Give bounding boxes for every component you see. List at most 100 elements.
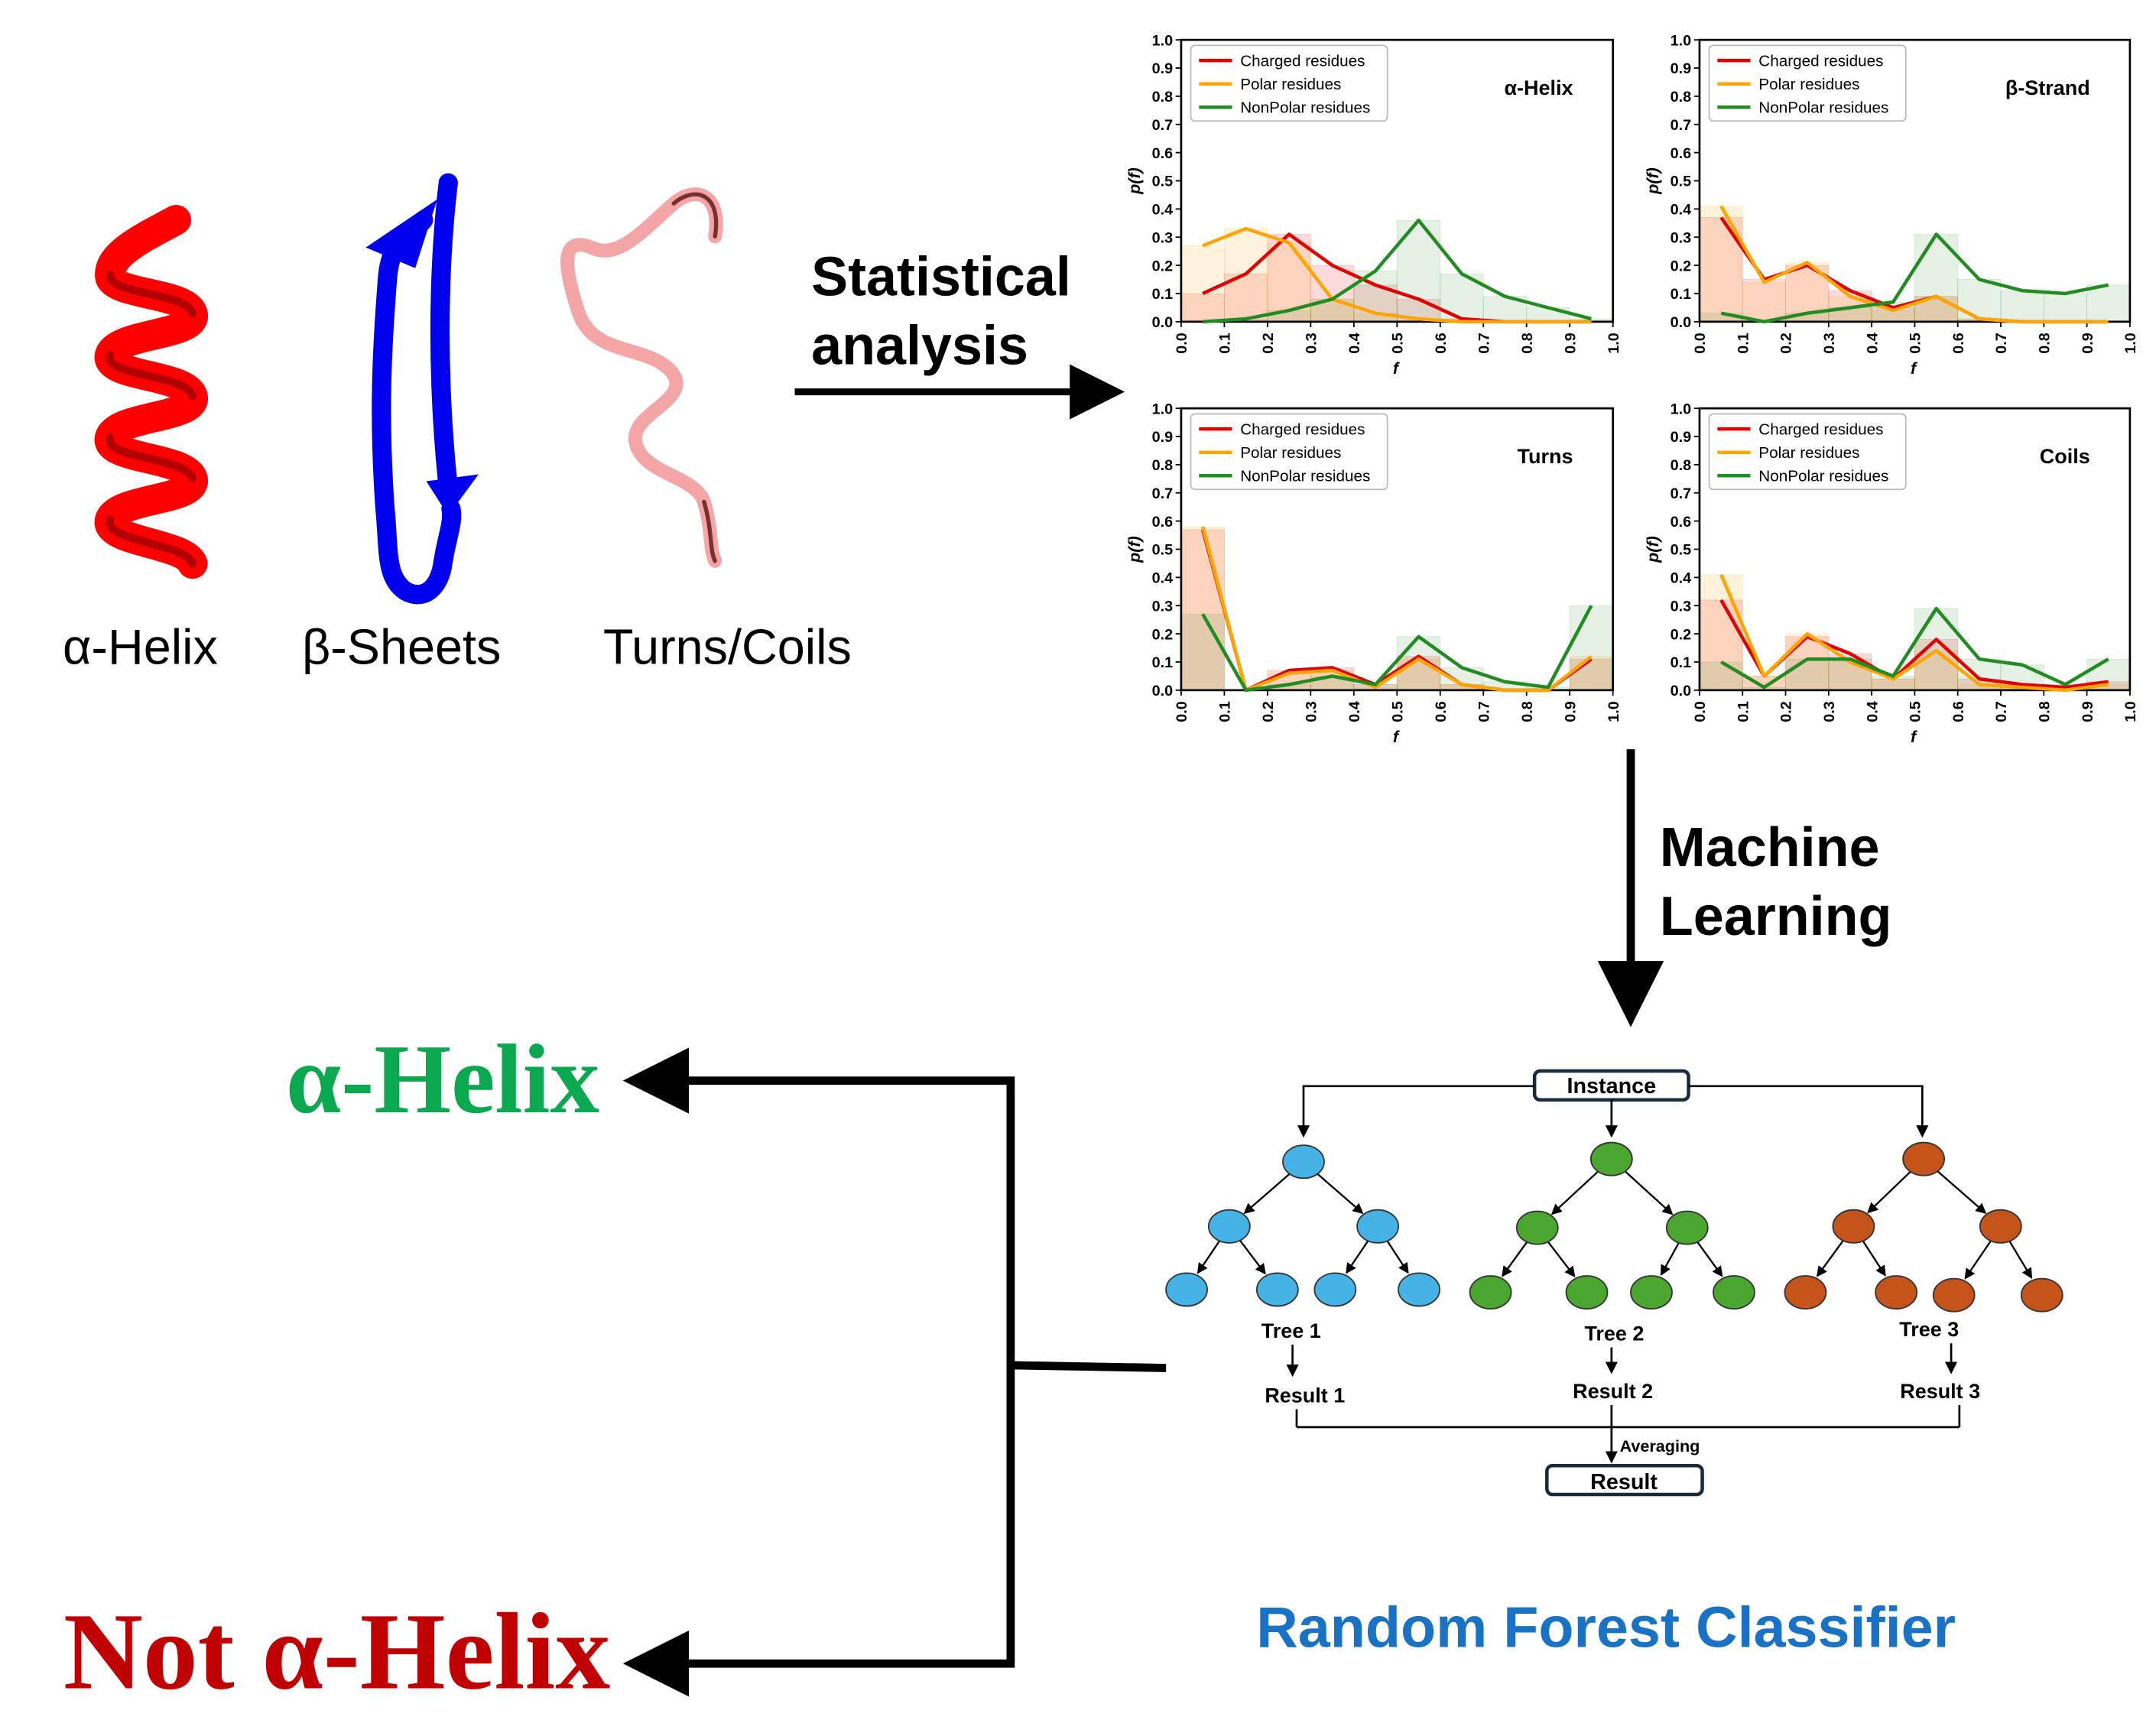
series-line xyxy=(1719,573,2109,693)
x-tick-label: 0.9 xyxy=(1562,701,1579,722)
x-tick-label: 0.2 xyxy=(1778,701,1795,722)
x-axis-label: f xyxy=(1393,727,1400,746)
strand-right xyxy=(430,173,458,498)
series-line xyxy=(1720,606,2109,690)
ml-label-line2: Learning xyxy=(1660,886,1892,947)
x-tick-label: 0.8 xyxy=(2036,333,2053,353)
series-line xyxy=(1200,526,1593,693)
tree-node xyxy=(1932,1277,1976,1313)
result-3-label: Result 3 xyxy=(1900,1380,1980,1403)
x-tick-label: 0.8 xyxy=(1519,701,1536,722)
output-bracket-lower xyxy=(622,1365,1015,1697)
y-tick-label: 0.4 xyxy=(1152,202,1173,219)
hist-bar xyxy=(2043,293,2088,323)
charts-panel: 0.0 0.1 0.2 0.3 0.4 0.5 0.6 0.7 0.8 0.9 1.0 0.0 0.1 0… xyxy=(1125,32,2139,746)
legend-entry: Charged residues xyxy=(1240,52,1365,70)
decision-tree-3 xyxy=(1784,1141,2063,1313)
tree-node xyxy=(1979,1209,2022,1244)
x-tick-label: 0.4 xyxy=(1346,333,1363,353)
x-tick-label: 0.6 xyxy=(1950,701,1967,722)
hist-bar xyxy=(2000,290,2044,323)
x-axis-label: f xyxy=(1911,727,1917,746)
series-line xyxy=(1202,218,1592,324)
legend-entry: Charged residues xyxy=(1240,420,1365,438)
y-tick-label: 0.9 xyxy=(1152,60,1173,77)
y-tick-label: 0.7 xyxy=(1671,485,1691,502)
x-tick-label: 0.0 xyxy=(1174,333,1190,353)
forest-caption: Random Forest Classifier xyxy=(1256,1596,1956,1660)
x-axis-label: f xyxy=(1911,359,1917,378)
y-tick-label: 0.9 xyxy=(1671,429,1691,446)
hist-bar xyxy=(1180,613,1225,691)
tree-node xyxy=(1565,1275,1609,1310)
hist-bar xyxy=(1957,279,2002,323)
tree-1-label: Tree 1 xyxy=(1261,1319,1321,1342)
y-tick-label: 0.3 xyxy=(1671,598,1691,615)
y-tick-label: 0.8 xyxy=(1152,89,1173,105)
tree-node xyxy=(1255,1272,1299,1307)
tree-node xyxy=(1356,1209,1399,1244)
x-tick-label: 0.3 xyxy=(1821,701,1838,722)
hist-bar xyxy=(1180,293,1225,323)
x-tick-label: 0.2 xyxy=(1778,333,1795,353)
chart-title: β-Strand xyxy=(2005,76,2090,99)
y-tick-label: 0.2 xyxy=(1671,626,1691,643)
sheet-structure xyxy=(365,173,479,605)
series-line xyxy=(1202,226,1592,324)
x-tick-label: 0.1 xyxy=(1735,701,1752,722)
x-tick-label: 0.5 xyxy=(1389,333,1406,353)
stat-label-line1: Statistical xyxy=(811,247,1071,308)
helix-label: α-Helix xyxy=(63,619,218,675)
x-tick-label: 0.6 xyxy=(1433,701,1450,722)
y-tick-label: 0.6 xyxy=(1152,145,1173,162)
legend-box xyxy=(1190,44,1388,122)
x-tick-label: 0.8 xyxy=(2036,701,2053,722)
final-result-label: Result xyxy=(1590,1470,1658,1494)
hist-bar xyxy=(1914,639,1959,691)
tree-edge xyxy=(1623,1169,1674,1215)
instance-connector-left xyxy=(1297,1085,1535,1138)
x-tick-label: 0.0 xyxy=(1692,701,1709,722)
y-tick-label: 0.0 xyxy=(1152,314,1173,331)
x-tick-label: 0.6 xyxy=(1950,333,1967,353)
legend-box xyxy=(1708,44,1907,122)
instance-connector-right xyxy=(1688,1085,1929,1138)
y-tick-label: 0.8 xyxy=(1671,89,1691,105)
tree-node xyxy=(1902,1141,1945,1176)
hist-bar xyxy=(1267,242,1311,323)
coil-shade xyxy=(671,192,719,563)
y-axis-label: p(f) xyxy=(1125,167,1144,195)
y-tick-label: 0.3 xyxy=(1152,598,1173,615)
y-axis-label: p(f) xyxy=(1643,536,1662,563)
x-tick-label: 0.4 xyxy=(1346,701,1363,722)
chart-2: 0.0 0.1 0.2 0.3 0.4 0.5 0.6 0.7 0.8 0.9 1.0 0.0 0.1 0… xyxy=(1643,32,2139,378)
y-tick-label: 0.9 xyxy=(1671,60,1691,77)
hist-bar xyxy=(1785,636,1830,691)
x-tick-label: 0.9 xyxy=(2080,333,2096,353)
ml-label-line1: Machine xyxy=(1660,817,1880,878)
y-tick-label: 0.2 xyxy=(1671,258,1691,274)
tree-node xyxy=(1630,1275,1673,1310)
tree-3-label: Tree 3 xyxy=(1899,1318,1959,1341)
y-tick-label: 0.9 xyxy=(1152,429,1173,446)
tree-edge xyxy=(1964,1239,1992,1280)
x-tick-label: 0.3 xyxy=(1821,333,1838,353)
x-tick-label: 1.0 xyxy=(1606,701,1622,722)
y-tick-label: 0.1 xyxy=(1671,654,1691,671)
tree-node xyxy=(1398,1272,1440,1307)
tree-2-label: Tree 2 xyxy=(1584,1322,1644,1345)
tree-node xyxy=(1469,1275,1512,1310)
chart-title: Coils xyxy=(2040,445,2090,468)
tree-edge xyxy=(1546,1240,1576,1278)
x-axis-label: f xyxy=(1393,359,1400,378)
y-tick-label: 0.7 xyxy=(1152,117,1173,134)
y-tick-label: 1.0 xyxy=(1152,32,1173,49)
tree-node xyxy=(1713,1275,1755,1310)
x-tick-label: 1.0 xyxy=(1606,333,1622,353)
decision-tree-1 xyxy=(1165,1144,1440,1307)
y-tick-label: 0.6 xyxy=(1152,514,1173,531)
tree-edge xyxy=(1867,1170,1913,1214)
x-tick-label: 0.3 xyxy=(1304,333,1320,353)
y-tick-label: 0.5 xyxy=(1671,542,1691,559)
